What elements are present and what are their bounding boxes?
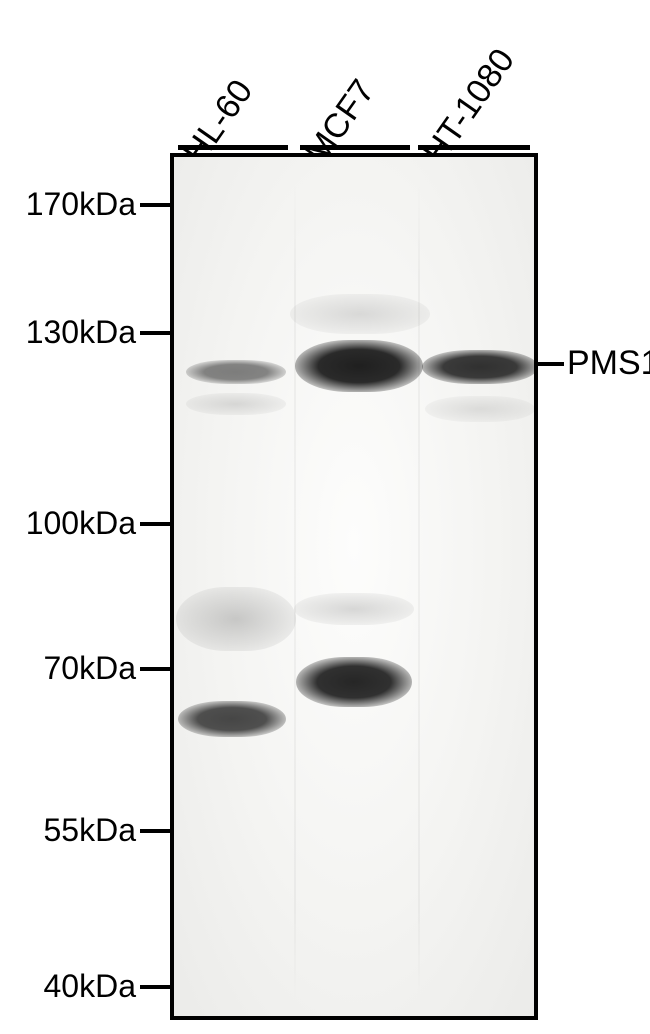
- blot-band: [186, 360, 286, 384]
- blot-smear: [290, 294, 430, 334]
- target-tick: [538, 362, 564, 366]
- mw-label-70: 70kDa: [44, 650, 137, 687]
- western-blot-figure: HL-60 MCF7 HT-1080 170kDa 130kDa 100kDa …: [0, 0, 650, 1034]
- blot-membrane-frame: [170, 153, 538, 1020]
- target-protein-label: PMS1: [567, 344, 650, 383]
- mw-tick: [140, 985, 170, 989]
- mw-tick: [140, 829, 170, 833]
- blot-smear: [176, 587, 296, 651]
- mw-tick: [140, 522, 170, 526]
- blot-band: [296, 657, 412, 707]
- mw-label-170: 170kDa: [26, 186, 136, 223]
- blot-band: [422, 350, 538, 384]
- blot-smear: [294, 593, 414, 625]
- blot-smear: [186, 393, 286, 415]
- blot-band: [295, 340, 423, 392]
- blot-band: [178, 701, 286, 737]
- blot-smear: [425, 396, 535, 422]
- mw-label-40: 40kDa: [44, 968, 137, 1005]
- lane-underline-1: [178, 145, 288, 150]
- mw-label-55: 55kDa: [44, 812, 137, 849]
- lane-underline-3: [418, 145, 530, 150]
- mw-label-100: 100kDa: [26, 505, 136, 542]
- lane-label-3: HT-1080: [416, 42, 523, 171]
- lane-underline-2: [300, 145, 410, 150]
- mw-tick: [140, 667, 170, 671]
- mw-tick: [140, 331, 170, 335]
- mw-tick: [140, 203, 170, 207]
- mw-label-130: 130kDa: [26, 314, 136, 351]
